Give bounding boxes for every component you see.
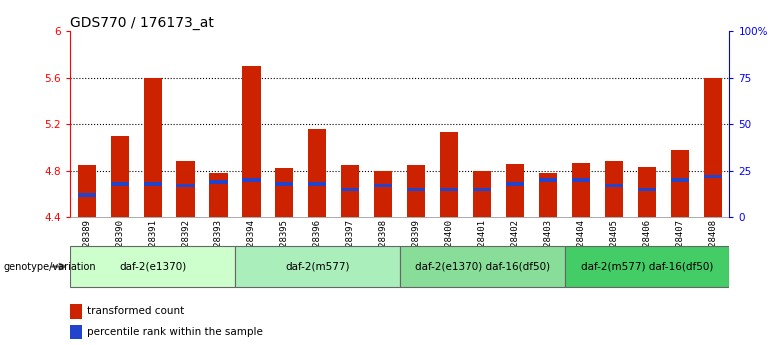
Bar [572,178,590,182]
Bar [111,182,129,186]
Text: daf-2(e1370): daf-2(e1370) [119,262,186,272]
Text: transformed count: transformed count [87,306,184,316]
Text: GSM28402: GSM28402 [511,219,519,262]
Bar [506,164,524,217]
Text: GSM28396: GSM28396 [313,219,322,262]
Bar [70,304,82,319]
Text: GDS770 / 176173_at: GDS770 / 176173_at [70,16,214,30]
Text: GSM28400: GSM28400 [445,219,454,262]
Bar [70,325,82,339]
Bar [407,165,425,217]
Bar [638,167,656,217]
Bar [78,193,96,197]
Bar [243,178,261,182]
Text: GSM28397: GSM28397 [346,219,355,262]
Bar [704,78,722,217]
Bar [176,184,194,187]
Bar [176,161,194,217]
Text: GSM28392: GSM28392 [181,219,190,262]
Bar [342,165,360,217]
Text: daf-2(m577): daf-2(m577) [285,262,349,272]
Text: GSM28405: GSM28405 [609,219,619,262]
Bar [210,173,228,217]
Bar [275,182,293,186]
Text: genotype/variation: genotype/variation [4,262,97,272]
Bar [473,171,491,217]
Bar [605,161,623,217]
Text: GSM28403: GSM28403 [544,219,552,262]
Text: GSM28398: GSM28398 [379,219,388,262]
Bar [144,78,161,217]
Bar [539,173,557,217]
Bar [342,188,360,191]
Text: GSM28393: GSM28393 [214,219,223,262]
Bar [565,246,729,287]
Bar [671,150,689,217]
Bar [400,246,565,287]
Bar [440,132,458,217]
Bar [605,184,623,187]
Bar [473,188,491,191]
Bar [308,129,326,217]
Text: GSM28389: GSM28389 [82,219,91,262]
Bar [638,188,656,191]
Text: percentile rank within the sample: percentile rank within the sample [87,327,263,337]
Bar [704,175,722,178]
Text: GSM28390: GSM28390 [115,219,124,262]
Bar [210,180,228,184]
Bar [374,171,392,217]
Bar [144,182,161,186]
Bar [308,182,326,186]
Text: GSM28406: GSM28406 [643,219,651,262]
Text: GSM28408: GSM28408 [708,219,718,262]
Text: GSM28401: GSM28401 [477,219,487,262]
Bar [407,188,425,191]
Text: GSM28391: GSM28391 [148,219,157,262]
Bar [275,168,293,217]
Text: GSM28404: GSM28404 [576,219,586,262]
Bar [671,178,689,182]
Bar [374,184,392,187]
Bar [440,188,458,191]
Bar [70,246,235,287]
Bar [572,162,590,217]
Bar [539,178,557,182]
Text: GSM28394: GSM28394 [247,219,256,262]
Bar [506,182,524,186]
Bar [243,66,261,217]
Text: GSM28399: GSM28399 [412,219,420,262]
Bar [235,246,400,287]
Bar [111,136,129,217]
Text: daf-2(e1370) daf-16(df50): daf-2(e1370) daf-16(df50) [415,262,550,272]
Text: daf-2(m577) daf-16(df50): daf-2(m577) daf-16(df50) [581,262,713,272]
Text: GSM28407: GSM28407 [675,219,684,262]
Text: GSM28395: GSM28395 [280,219,289,262]
Bar [78,165,96,217]
